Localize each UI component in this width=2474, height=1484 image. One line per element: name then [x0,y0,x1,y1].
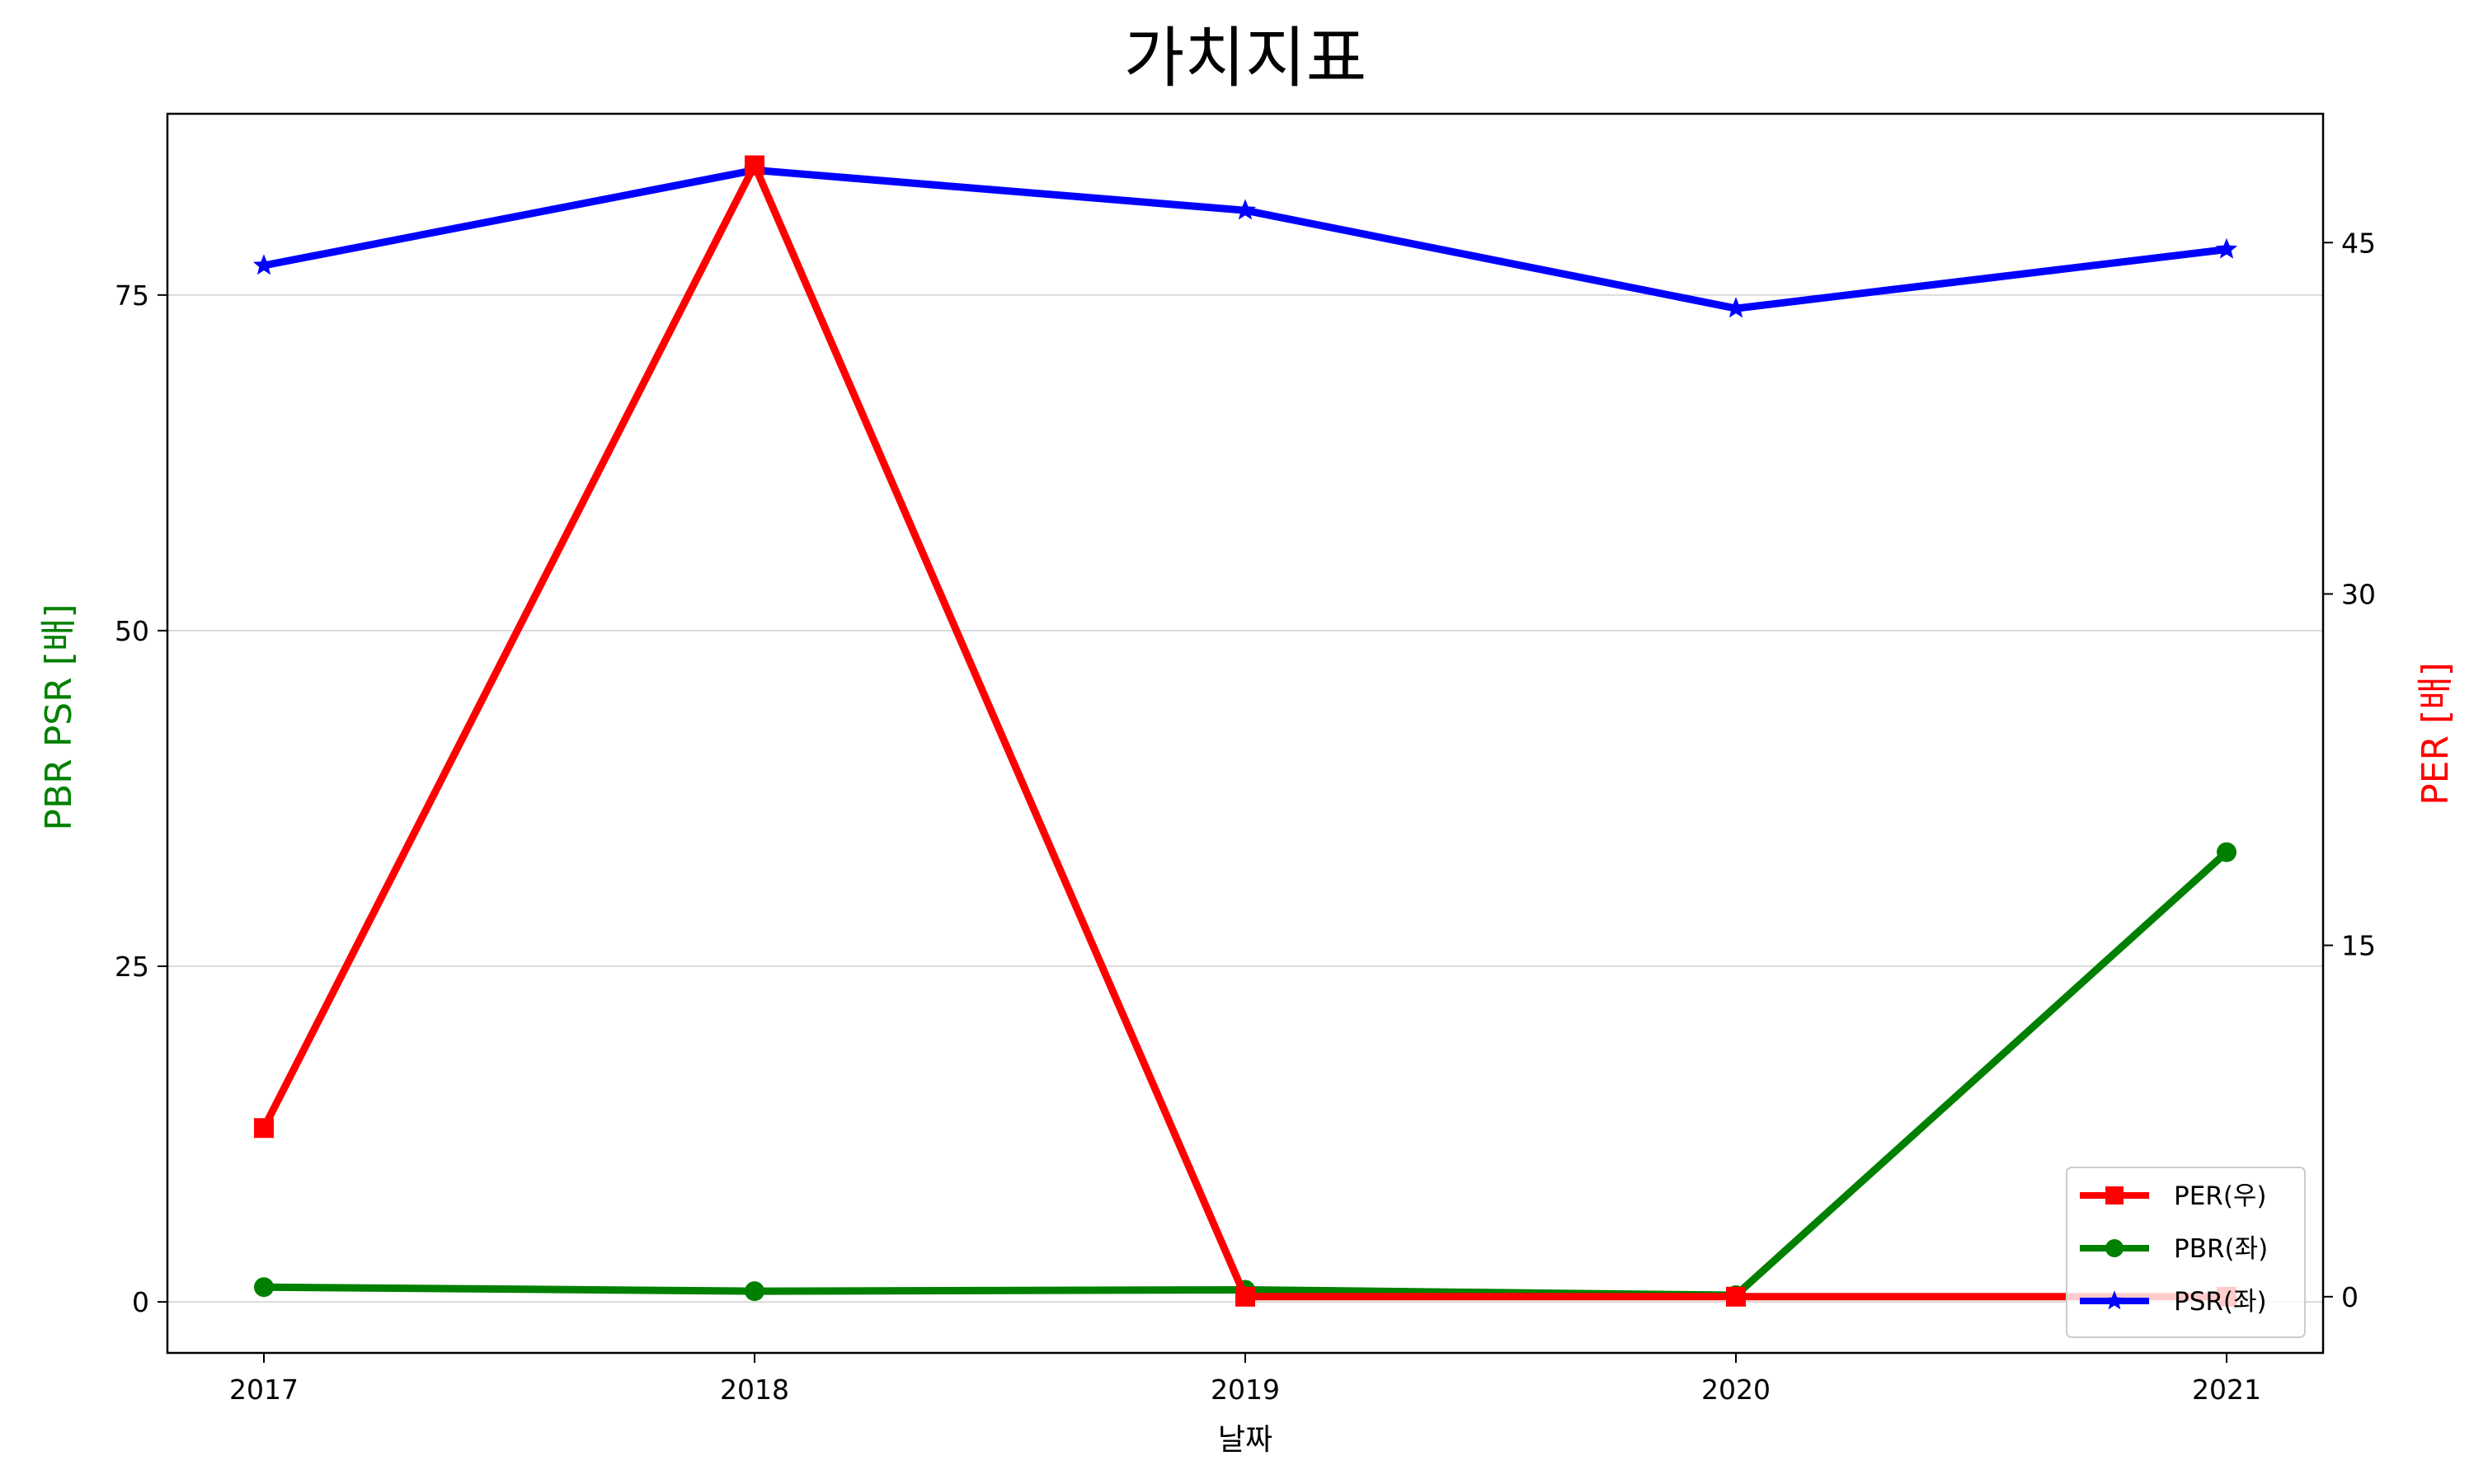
legend-label-psr: PSR(좌) [2174,1287,2267,1317]
legend: PER(우) PBR(좌) PSR(좌) [2066,1167,2306,1338]
chart-title: 가치지표 [1124,20,1366,96]
x-tick-label-2019: 2019 [1211,1374,1280,1406]
series-pbr [254,842,2236,1305]
left-tick-label-75: 75 [115,279,149,312]
series-point-per-2019 [1235,1286,1255,1307]
x-tick-label-2020: 2020 [1701,1374,1771,1406]
series-point-psr-2021 [2215,237,2238,259]
left-tick-label-25: 25 [115,951,149,983]
series-line-psr [263,166,2227,312]
legend-marker-psr [2105,1290,2124,1310]
plot-frame [166,112,2325,1355]
series-point-psr-2017 [252,254,275,275]
x-tick-label-2021: 2021 [2192,1374,2261,1406]
right-tick-label-30: 30 [2341,578,2376,610]
legend-marker-pbr [2105,1239,2124,1257]
left-tick-label-50: 50 [115,615,149,647]
series-line-per [260,162,2227,1301]
x-tick-label-2017: 2017 [229,1374,299,1406]
series-per [254,155,2236,1307]
x-axis-label: 날짜 [1218,1423,1272,1457]
series-point-psr-2019 [1234,199,1257,220]
series-point-psr-2020 [1724,297,1747,318]
series-layer [252,155,2238,1307]
right-y-axis-label: PER [배] [2415,662,2457,805]
legend-label-per: PER(우) [2174,1181,2267,1211]
right-tick-label-15: 15 [2341,930,2376,962]
series-point-pbr-2021 [2217,842,2236,862]
series-point-pbr-2017 [254,1277,274,1298]
left-y-axis-label: PBR PSR [배] [38,603,80,830]
series-point-pbr-2018 [745,1281,764,1302]
legend-label-pbr: PBR(좌) [2174,1234,2268,1264]
series-point-per-2020 [1726,1286,1746,1307]
x-tick-label-2018: 2018 [720,1374,789,1406]
series-point-per-2018 [745,155,764,176]
right-tick-label-45: 45 [2341,227,2376,259]
right-tick-label-0: 0 [2341,1281,2359,1313]
series-point-per-2017 [254,1118,274,1139]
grid-layer [167,294,2323,1303]
series-line-pbr [263,849,2230,1299]
axes-layer: 0 25 50 75 0 15 30 45 2017 2018 2019 2020 2021 [115,227,2376,1406]
legend-box [2066,1167,2306,1338]
series-psr [252,158,2238,318]
legend-marker-per [2105,1186,2124,1205]
left-tick-label-0: 0 [132,1286,149,1318]
